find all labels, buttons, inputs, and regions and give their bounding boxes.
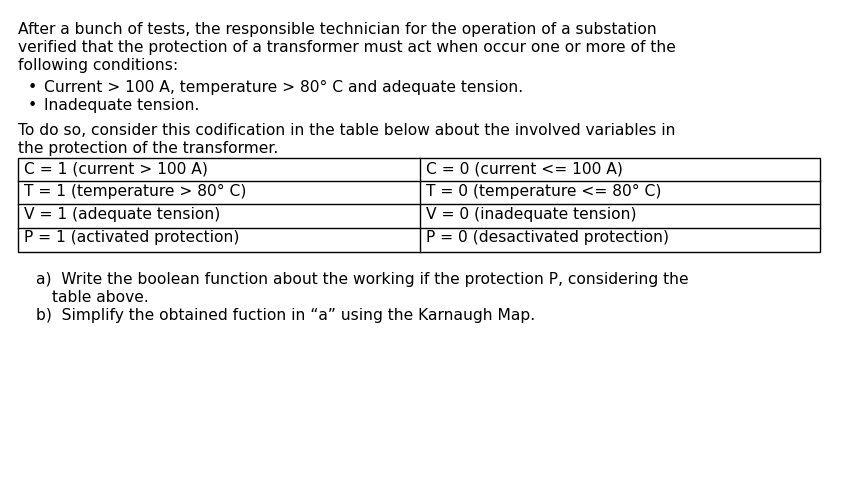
- Text: V = 0 (inadequate tension): V = 0 (inadequate tension): [426, 207, 637, 222]
- Text: C = 1 (current > 100 A): C = 1 (current > 100 A): [24, 161, 208, 176]
- Text: Current > 100 A, temperature > 80° C and adequate tension.: Current > 100 A, temperature > 80° C and…: [44, 80, 523, 95]
- Text: •: •: [28, 98, 37, 113]
- Text: Inadequate tension.: Inadequate tension.: [44, 98, 199, 113]
- Text: b)  Simplify the obtained fuction in “a” using the Karnaugh Map.: b) Simplify the obtained fuction in “a” …: [36, 308, 535, 323]
- Text: To do so, consider this codification in the table below about the involved varia: To do so, consider this codification in …: [18, 123, 675, 138]
- Text: V = 1 (adequate tension): V = 1 (adequate tension): [24, 207, 220, 222]
- Text: verified that the protection of a transformer must act when occur one or more of: verified that the protection of a transf…: [18, 40, 676, 55]
- Text: P = 1 (activated protection): P = 1 (activated protection): [24, 230, 240, 245]
- Text: P = 0 (desactivated protection): P = 0 (desactivated protection): [426, 230, 669, 245]
- Text: C = 0 (current <= 100 A): C = 0 (current <= 100 A): [426, 161, 623, 176]
- Text: T = 0 (temperature <= 80° C): T = 0 (temperature <= 80° C): [426, 184, 661, 199]
- Text: After a bunch of tests, the responsible technician for the operation of a substa: After a bunch of tests, the responsible …: [18, 22, 657, 37]
- Text: •: •: [28, 80, 37, 95]
- Text: table above.: table above.: [52, 290, 149, 305]
- Text: T = 1 (temperature > 80° C): T = 1 (temperature > 80° C): [24, 184, 247, 199]
- Text: the protection of the transformer.: the protection of the transformer.: [18, 141, 278, 156]
- Text: a)  Write the boolean function about the working if the protection P, considerin: a) Write the boolean function about the …: [36, 272, 689, 287]
- Text: following conditions:: following conditions:: [18, 58, 178, 73]
